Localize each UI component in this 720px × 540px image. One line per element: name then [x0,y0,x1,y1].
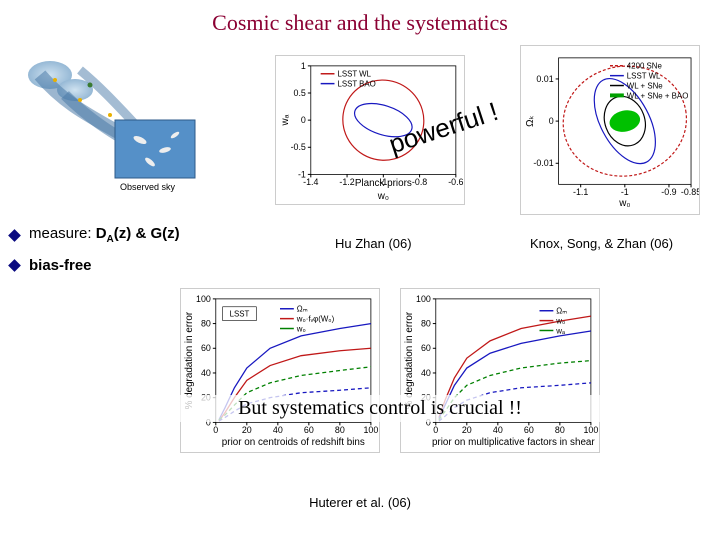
diamond-icon [8,229,21,242]
svg-text:20: 20 [462,425,472,435]
svg-text:w₀: w₀ [296,324,306,333]
svg-text:Planck priors: Planck priors [355,178,412,189]
svg-text:LSST: LSST [230,310,250,319]
svg-text:100: 100 [583,425,598,435]
lensing-illustration: Observed sky [20,50,210,200]
svg-text:prior on multiplicative factor: prior on multiplicative factors in shear [432,437,595,448]
svg-text:prior on centroids of redshift: prior on centroids of redshift bins [222,437,365,448]
svg-text:-0.85: -0.85 [681,187,700,197]
chart-degradation-shear: 020406080100020406080100Ωₘw₀wₐprior on m… [400,288,600,453]
diamond-icon [8,259,21,272]
svg-text:-1: -1 [298,169,306,179]
svg-text:-0.01: -0.01 [533,158,553,168]
bullet-biasfree-text: bias-free [29,257,92,274]
page-title: Cosmic shear and the systematics [0,10,720,36]
svg-text:-1: -1 [621,187,629,197]
svg-text:-0.9: -0.9 [661,187,676,197]
svg-text:wₐ: wₐ [555,326,565,335]
svg-text:80: 80 [421,319,431,329]
svg-text:40: 40 [493,425,503,435]
svg-text:Ωₖ: Ωₖ [525,115,536,127]
bullet-measure-prefix: measure: [29,225,92,242]
observed-sky-label: Observed sky [120,182,176,192]
svg-text:0.01: 0.01 [536,74,553,84]
svg-text:0: 0 [301,115,306,125]
svg-text:1: 1 [301,61,306,71]
svg-text:Ωₘ: Ωₘ [556,307,567,316]
svg-text:60: 60 [304,425,314,435]
svg-text:w₀: w₀ [555,317,565,326]
svg-text:100: 100 [416,294,431,304]
svg-text:0: 0 [549,116,554,126]
svg-text:0: 0 [213,425,218,435]
bullet-measure: measure: DA(z) & G(z) [10,225,180,245]
svg-text:100: 100 [363,425,378,435]
svg-text:-0.5: -0.5 [291,142,306,152]
svg-text:40: 40 [201,368,211,378]
svg-text:60: 60 [421,343,431,353]
svg-text:40: 40 [273,425,283,435]
bottom-chart-row: 020406080100020406080100LSSTΩₘw₀·fᵥφ(W₀)… [180,288,600,453]
svg-text:Ωₘ: Ωₘ [297,305,308,314]
svg-text:40: 40 [421,368,431,378]
svg-text:4200 SNe: 4200 SNe [627,62,663,71]
svg-text:LSST BAO: LSST BAO [337,80,375,89]
bullet-measure-D: D [96,225,107,242]
attrib-right: Knox, Song, & Zhan (06) [530,236,673,251]
svg-text:0: 0 [433,425,438,435]
svg-text:100: 100 [196,294,211,304]
svg-text:20: 20 [242,425,252,435]
systematics-annotation: But systematics control is crucial !! [130,395,630,422]
bullet-list: measure: DA(z) & G(z) bias-free [10,225,180,286]
svg-text:WL + SNe: WL + SNe [627,81,663,90]
svg-text:WL + SNe + BAO: WL + SNe + BAO [627,91,689,100]
chart-wl-sne-bao: -1.1 -1 -0.9 -0.85 -0.01 0 0.01 4200 SNeLSST WL… [520,45,700,215]
bullet-biasfree: bias-free [10,257,180,274]
attrib-bottom: Huterer et al. (06) [0,495,720,510]
svg-text:-1.1: -1.1 [573,187,588,197]
bullet-measure-sub: A [107,234,114,245]
svg-text:LSST WL: LSST WL [337,70,371,79]
svg-text:LSST WL: LSST WL [627,72,661,81]
svg-text:w₀·fᵥφ(W₀): w₀·fᵥφ(W₀) [296,315,335,324]
svg-text:80: 80 [555,425,565,435]
svg-text:80: 80 [201,319,211,329]
svg-text:-0.6: -0.6 [448,177,463,187]
svg-text:wₐ: wₐ [280,114,291,126]
attrib-center: Hu Zhan (06) [335,236,412,251]
bullet-measure-rest: (z) & G(z) [114,225,180,242]
svg-text:60: 60 [524,425,534,435]
svg-text:w₀: w₀ [377,191,389,202]
svg-text:60: 60 [201,343,211,353]
svg-text:w₀: w₀ [618,198,630,209]
svg-text:80: 80 [335,425,345,435]
svg-text:-1.2: -1.2 [339,177,354,187]
bullet-measure-text: measure: DA(z) & G(z) [29,225,180,245]
chart-degradation-redshift: 020406080100020406080100LSSTΩₘw₀·fᵥφ(W₀)… [180,288,380,453]
svg-text:0.5: 0.5 [294,88,306,98]
svg-text:-0.8: -0.8 [412,177,427,187]
